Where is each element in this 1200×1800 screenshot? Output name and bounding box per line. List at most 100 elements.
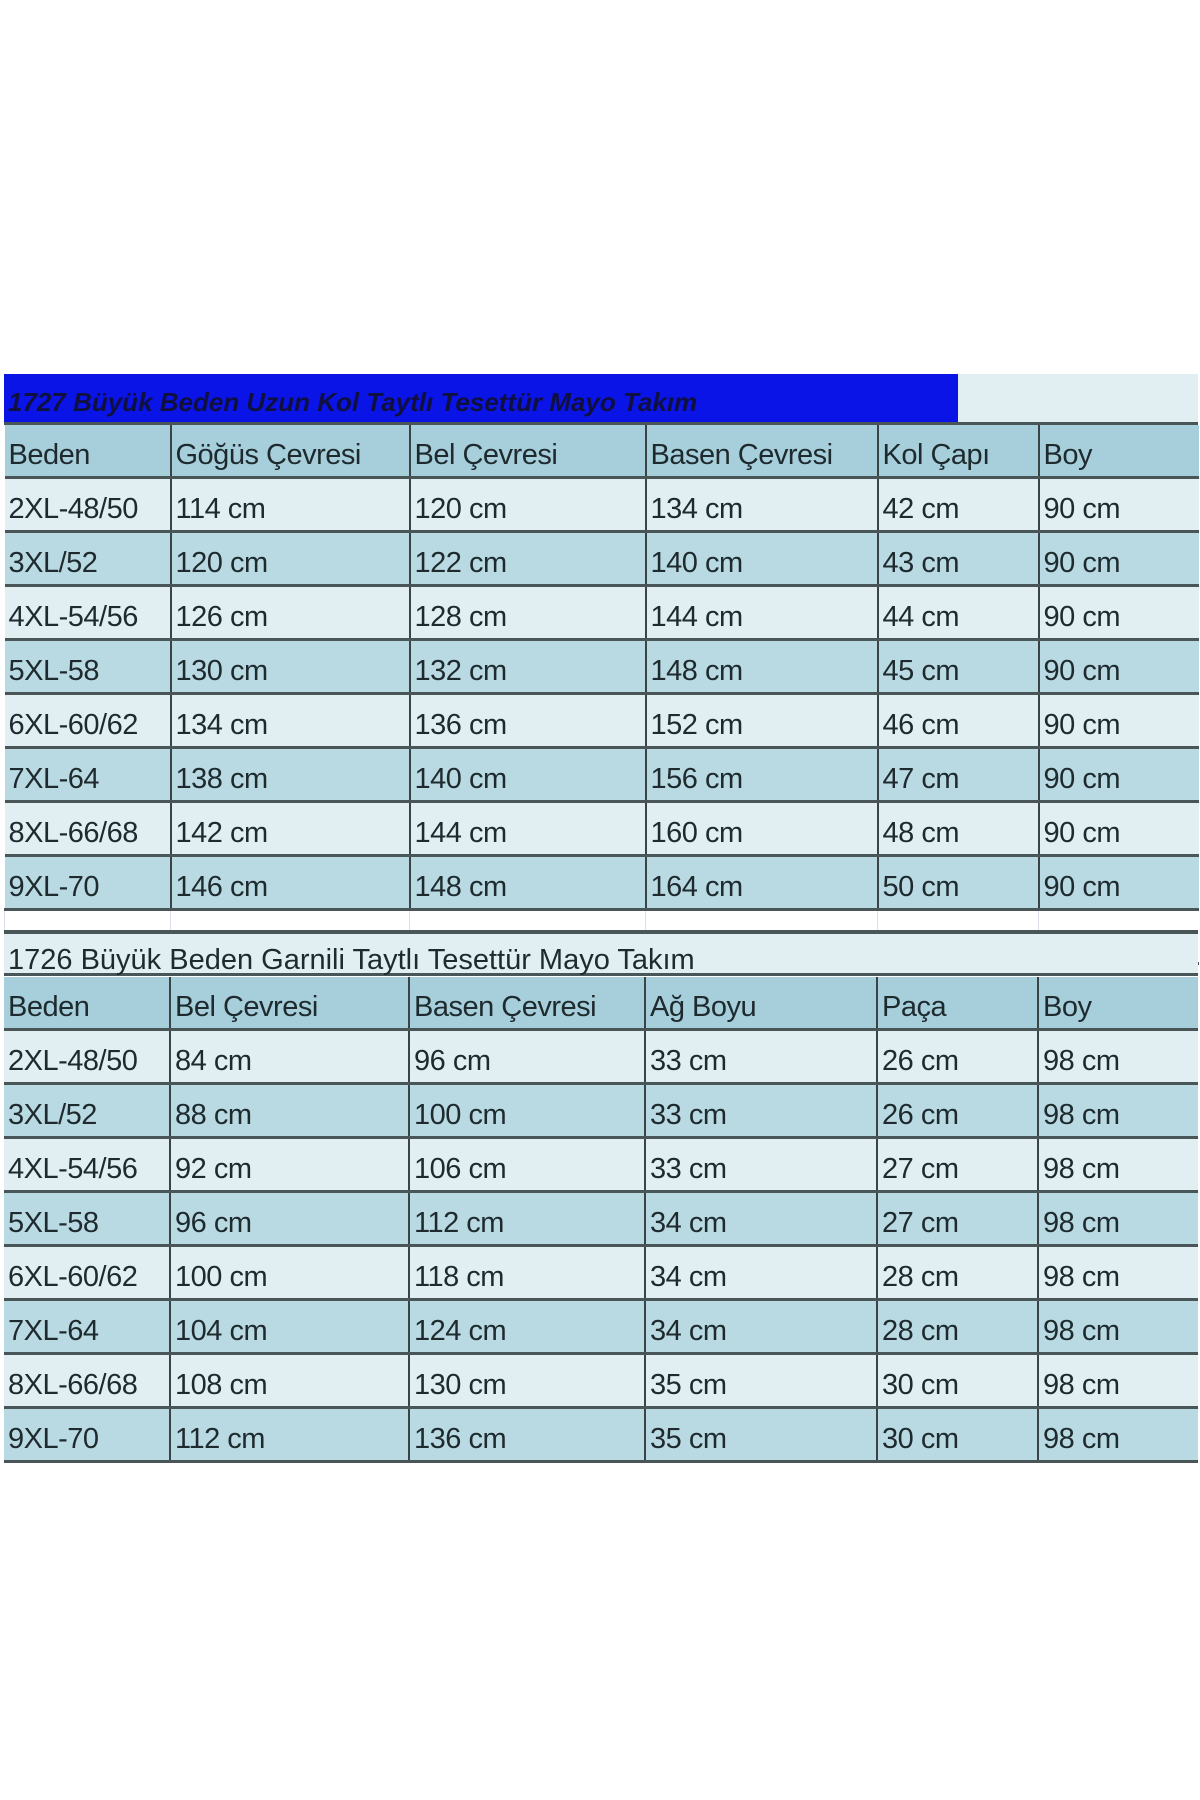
table-cell: 4XL-54/56	[4, 585, 171, 641]
table-cell: 128 cm	[408, 585, 646, 641]
table-cell: 27 cm	[876, 1137, 1038, 1193]
table-cell: 44 cm	[876, 585, 1039, 641]
table-cell: 98 cm	[1037, 1353, 1198, 1409]
table-cell: 6XL-60/62	[4, 693, 171, 749]
table1-title-row: 1727 Büyük Beden Uzun Kol Taytlı Tesettü…	[4, 374, 1198, 425]
table-cell: 134 cm	[644, 477, 878, 533]
table-cell: 6XL-60/62	[4, 1245, 170, 1301]
header-row: Beden Bel Çevresi Basen Çevresi Ağ Boyu Paça…	[4, 977, 1198, 1031]
table-cell: 4XL-54/56	[4, 1137, 170, 1193]
table-cell: 98 cm	[1037, 1029, 1198, 1085]
table-cell: 106 cm	[408, 1137, 645, 1193]
table-cell: 90 cm	[1037, 801, 1199, 857]
table-cell: 28 cm	[876, 1245, 1038, 1301]
table-cell: 90 cm	[1037, 531, 1199, 587]
table-cell: 5XL-58	[4, 639, 171, 695]
table-cell: 136 cm	[408, 1407, 645, 1463]
table-cell: 2XL-48/50	[4, 477, 171, 533]
table-cell: 140 cm	[644, 531, 878, 587]
table-cell: 112 cm	[169, 1407, 409, 1463]
table-row: 9XL-70 112 cm 136 cm 35 cm 30 cm 98 cm	[4, 1407, 1198, 1463]
table-cell: 140 cm	[408, 747, 646, 803]
table-cell: 104 cm	[169, 1299, 409, 1355]
table-cell: Boy	[1037, 977, 1198, 1031]
table-row: 8XL-66/68 108 cm 130 cm 35 cm 30 cm 98 cm	[4, 1353, 1198, 1409]
table-cell: 8XL-66/68	[4, 801, 171, 857]
table-cell: 96 cm	[408, 1029, 645, 1085]
table-cell: Beden	[4, 425, 171, 479]
table-cell: 152 cm	[644, 693, 878, 749]
table-cell: 124 cm	[408, 1299, 645, 1355]
table-cell: 98 cm	[1037, 1137, 1198, 1193]
table-cell: 130 cm	[169, 639, 410, 695]
header-row: Beden Göğüs Çevresi Bel Çevresi Basen Çevre…	[4, 425, 1199, 479]
table-row: 4XL-54/56 92 cm 106 cm 33 cm 27 cm 98 cm	[4, 1137, 1198, 1193]
table-cell: 47 cm	[876, 747, 1039, 803]
table-cell: 132 cm	[408, 639, 646, 695]
table-cell: 120 cm	[169, 531, 410, 587]
table-cell: 45 cm	[876, 639, 1039, 695]
table-cell: 5XL-58	[4, 1191, 170, 1247]
table-cell: 144 cm	[408, 801, 646, 857]
table-cell: Ağ Boyu	[644, 977, 877, 1031]
size-table-1727: Beden Göğüs Çevresi Bel Çevresi Basen Çevre…	[4, 425, 1199, 965]
table-cell: 88 cm	[169, 1083, 409, 1139]
table-cell: 112 cm	[408, 1191, 645, 1247]
table-row: 2XL-48/50 84 cm 96 cm 33 cm 26 cm 98 cm	[4, 1029, 1198, 1085]
table-cell: 138 cm	[169, 747, 410, 803]
table-cell: 90 cm	[1037, 477, 1199, 533]
table-row: 7XL-64 138 cm 140 cm 156 cm 47 cm 90 cm	[4, 747, 1199, 803]
table-cell: 142 cm	[169, 801, 410, 857]
table-cell: 114 cm	[169, 477, 410, 533]
table-cell: Paça	[876, 977, 1038, 1031]
table-cell: 8XL-66/68	[4, 1353, 170, 1409]
table-cell: 98 cm	[1037, 1407, 1198, 1463]
table-cell: Basen Çevresi	[408, 977, 645, 1031]
table-row: 4XL-54/56 126 cm 128 cm 144 cm 44 cm 90 cm	[4, 585, 1199, 641]
table-cell: 90 cm	[1037, 639, 1199, 695]
table-cell: 136 cm	[408, 693, 646, 749]
table-cell: 9XL-70	[4, 855, 171, 911]
table-cell: 33 cm	[644, 1029, 877, 1085]
table-cell: 28 cm	[876, 1299, 1038, 1355]
table-cell: 160 cm	[644, 801, 878, 857]
table-cell: 96 cm	[169, 1191, 409, 1247]
table-cell: 122 cm	[408, 531, 646, 587]
table-cell: 108 cm	[169, 1353, 409, 1409]
table-cell: 156 cm	[644, 747, 878, 803]
table-cell: 90 cm	[1037, 747, 1199, 803]
table-cell: 98 cm	[1037, 1245, 1198, 1301]
table-cell: 42 cm	[876, 477, 1039, 533]
table-row: 6XL-60/62 100 cm 118 cm 34 cm 28 cm 98 cm	[4, 1245, 1198, 1301]
table-cell: Göğüs Çevresi	[169, 425, 410, 479]
table-cell: 30 cm	[876, 1407, 1038, 1463]
table-cell: Bel Çevresi	[408, 425, 646, 479]
table-cell: 26 cm	[876, 1083, 1038, 1139]
table-cell: 35 cm	[644, 1353, 877, 1409]
table-cell: 7XL-64	[4, 1299, 170, 1355]
table-cell: 34 cm	[644, 1245, 877, 1301]
table-cell: 26 cm	[876, 1029, 1038, 1085]
table-cell: 33 cm	[644, 1137, 877, 1193]
table-cell: 148 cm	[408, 855, 646, 911]
table-cell: 130 cm	[408, 1353, 645, 1409]
table-cell: 126 cm	[169, 585, 410, 641]
table-row: 5XL-58 96 cm 112 cm 34 cm 27 cm 98 cm	[4, 1191, 1198, 1247]
table-row: 3XL/52 88 cm 100 cm 33 cm 26 cm 98 cm	[4, 1083, 1198, 1139]
table-cell: 120 cm	[408, 477, 646, 533]
table-cell: 48 cm	[876, 801, 1039, 857]
table-row: 6XL-60/62 134 cm 136 cm 152 cm 46 cm 90 cm	[4, 693, 1199, 749]
table-cell: 134 cm	[169, 693, 410, 749]
table-row: 9XL-70 146 cm 148 cm 164 cm 50 cm 90 cm	[4, 855, 1199, 911]
table-cell: 3XL/52	[4, 1083, 170, 1139]
table-cell: 2XL-48/50	[4, 1029, 170, 1085]
table-row: 3XL/52 120 cm 122 cm 140 cm 43 cm 90 cm	[4, 531, 1199, 587]
table-cell: Kol Çapı	[876, 425, 1039, 479]
table-cell: 33 cm	[644, 1083, 877, 1139]
table-cell: 98 cm	[1037, 1191, 1198, 1247]
table-cell: 90 cm	[1037, 855, 1199, 911]
table-cell: 7XL-64	[4, 747, 171, 803]
table-row: 8XL-66/68 142 cm 144 cm 160 cm 48 cm 90 cm	[4, 801, 1199, 857]
table-cell: 98 cm	[1037, 1299, 1198, 1355]
table-cell: 118 cm	[408, 1245, 645, 1301]
